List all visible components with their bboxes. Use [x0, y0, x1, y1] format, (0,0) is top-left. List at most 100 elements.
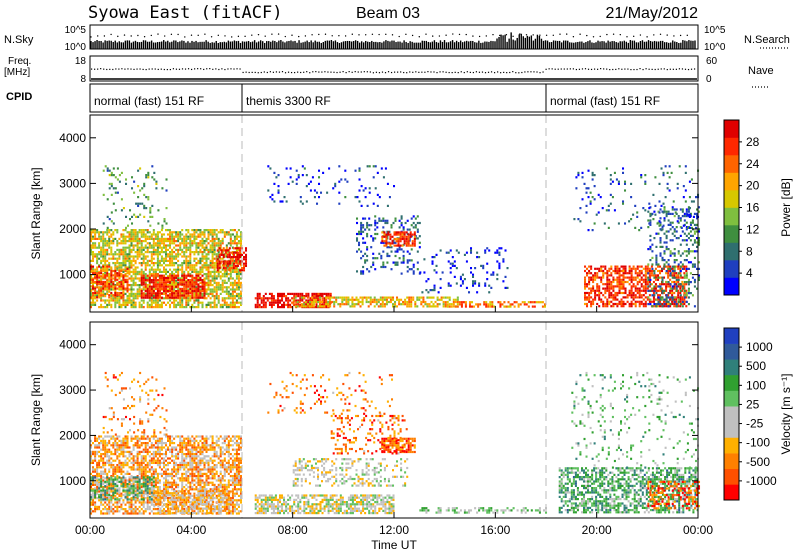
- range-gate-cell: [185, 262, 188, 265]
- range-gate-cell: [624, 291, 627, 295]
- range-gate-cell: [150, 279, 153, 282]
- range-gate-cell: [158, 279, 161, 282]
- range-gate-cell: [98, 265, 101, 268]
- range-gate-cell: [148, 273, 151, 276]
- range-gate-cell: [256, 299, 259, 302]
- range-gate-cell: [402, 250, 405, 253]
- range-gate-cell: [638, 269, 641, 273]
- range-gate-cell: [195, 296, 198, 299]
- range-gate-cell: [154, 262, 157, 265]
- range-gate-cell: [685, 250, 688, 253]
- range-gate-cell: [659, 252, 662, 255]
- range-gate-cell: [653, 289, 656, 292]
- range-gate-cell: [195, 273, 198, 276]
- range-gate-cell: [193, 242, 196, 245]
- nsearch-dot: [612, 33, 615, 35]
- range-gate-cell: [227, 303, 230, 306]
- range-gate-cell: [231, 286, 234, 289]
- range-gate-cell: [333, 303, 336, 306]
- range-gate-cell: [156, 240, 159, 243]
- range-gate-cell: [669, 250, 672, 253]
- range-gate-cell: [229, 257, 232, 260]
- range-gate-cell: [218, 264, 221, 267]
- range-gate-cell: [628, 289, 631, 292]
- range-gate-cell: [442, 305, 445, 308]
- range-gate-cell: [118, 174, 121, 177]
- range-gate-cell: [398, 246, 401, 249]
- range-gate-cell: [94, 253, 97, 256]
- range-gate-cell: [663, 289, 666, 292]
- freq-dot: [118, 68, 120, 70]
- freq-dot: [681, 68, 684, 70]
- range-gate-cell: [671, 280, 674, 284]
- freq-dot: [242, 71, 244, 74]
- range-gate-cell: [513, 301, 516, 304]
- range-gate-cell: [544, 303, 547, 306]
- range-gate-cell: [140, 251, 143, 254]
- range-gate-cell: [329, 300, 332, 304]
- range-gate-cell: [106, 233, 109, 236]
- range-gate-cell: [279, 200, 282, 203]
- range-gate-cell: [135, 202, 138, 205]
- range-gate-cell: [128, 270, 131, 273]
- range-gate-cell: [90, 253, 93, 256]
- range-gate-cell: [92, 259, 95, 262]
- range-gate-cell: [657, 276, 660, 279]
- range-gate-cell: [110, 295, 113, 298]
- range-gate-cell: [654, 285, 657, 288]
- range-gate-cell: [138, 262, 141, 265]
- range-gate-cell: [187, 259, 190, 262]
- range-gate-cell: [128, 284, 131, 287]
- nsearch-dot: [184, 36, 186, 38]
- range-gate-cell: [681, 276, 684, 279]
- range-gate-cell: [193, 233, 196, 236]
- range-gate-cell: [203, 240, 206, 243]
- range-gate-cell: [281, 292, 284, 295]
- range-gate-cell: [92, 280, 95, 284]
- range-gate-cell: [205, 259, 208, 262]
- range-gate-cell: [128, 259, 131, 262]
- range-gate-cell: [347, 303, 350, 306]
- range-gate-cell: [669, 221, 672, 224]
- range-gate-cell: [173, 237, 176, 240]
- range-gate-cell: [258, 306, 261, 309]
- range-gate-cell: [207, 292, 210, 295]
- range-gate-cell: [620, 278, 623, 281]
- range-gate-cell: [378, 196, 381, 199]
- range-gate-cell: [418, 246, 421, 249]
- range-gate-cell: [464, 303, 467, 306]
- range-gate-cell: [120, 198, 123, 201]
- freq-dot: [542, 71, 544, 73]
- range-gate-cell: [146, 231, 149, 234]
- range-gate-cell: [120, 262, 123, 265]
- range-gate-cell: [92, 246, 95, 249]
- range-gate-cell: [197, 287, 200, 290]
- range-gate-cell: [471, 301, 474, 304]
- nsearch-dot: [204, 33, 206, 35]
- range-gate-cell: [659, 276, 662, 279]
- range-gate-cell: [338, 202, 341, 205]
- range-gate-cell: [285, 200, 288, 203]
- range-gate-cell: [132, 229, 135, 232]
- range-gate-cell: [283, 303, 286, 306]
- range-gate-cell: [683, 291, 686, 295]
- range-gate-cell: [478, 282, 481, 285]
- range-gate-cell: [610, 272, 613, 275]
- range-gate-cell: [610, 305, 613, 308]
- range-gate-cell: [406, 219, 409, 222]
- range-gate-cell: [94, 233, 97, 236]
- range-gate-cell: [152, 295, 155, 298]
- range-gate-cell: [287, 301, 290, 304]
- range-gate-cell: [179, 264, 182, 267]
- range-gate-cell: [209, 240, 212, 243]
- range-gate-cell: [128, 264, 131, 267]
- range-gate-cell: [169, 285, 172, 288]
- freq-dot: [560, 68, 562, 70]
- range-gate-cell: [586, 302, 589, 306]
- range-gate-cell: [181, 301, 184, 304]
- range-gate-cell: [675, 272, 678, 275]
- range-gate-cell: [675, 305, 678, 308]
- range-gate-cell: [287, 303, 290, 306]
- range-gate-cell: [108, 246, 111, 249]
- range-gate-cell: [527, 305, 530, 308]
